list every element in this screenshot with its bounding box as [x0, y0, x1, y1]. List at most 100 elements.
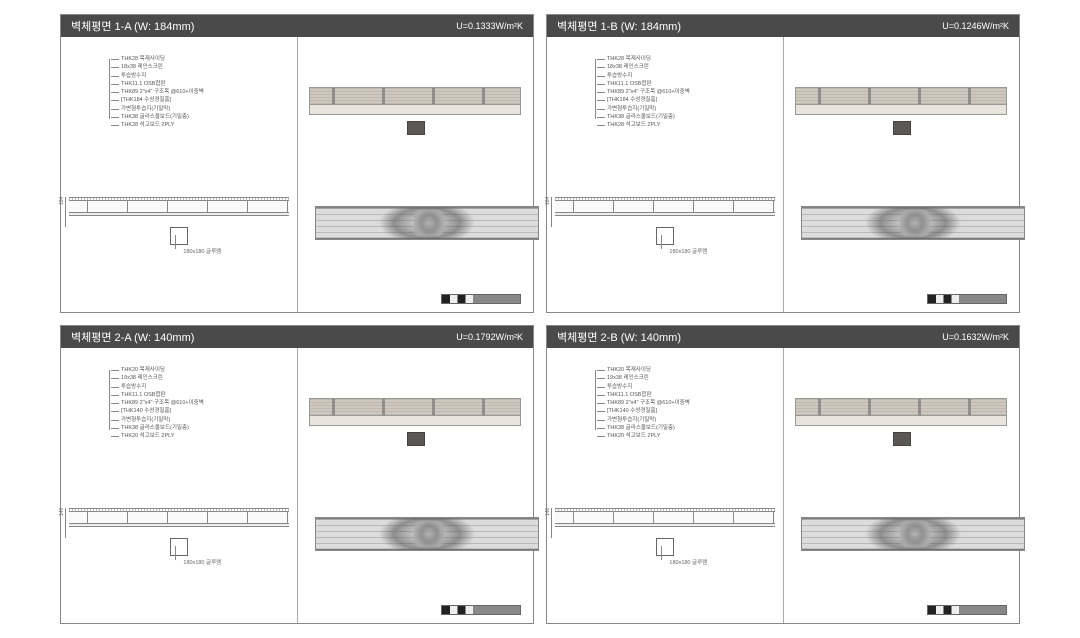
dimension-line [65, 508, 66, 538]
render-section [309, 87, 521, 121]
render-block [893, 121, 911, 135]
callout-item: 가변형투습지(기밀막) [597, 105, 690, 113]
render-thermograph [315, 206, 539, 240]
panel-1a-render [297, 37, 533, 312]
glulam-block [656, 227, 674, 245]
callout-item: THK20 목재사이딩 [111, 366, 204, 374]
panel-2b-drawing: THK20 목재사이딩 19x38 레인스크린 투습방수지 THK11.1 OS… [547, 348, 783, 623]
section-drawing: 180x180 글루램 [555, 508, 775, 538]
panel-2a-render [297, 348, 533, 623]
dimension-label: 184 [59, 196, 65, 204]
render-section [309, 398, 521, 432]
panel-1a: 벽체평면 1-A (W: 184mm) U=0.1333W/m²K THK28 … [60, 14, 534, 313]
panel-1a-uvalue: U=0.1333W/m²K [456, 21, 523, 31]
glulam-block-label: 180x180 글루램 [183, 558, 221, 566]
panel-1b-body: THK28 목재사이딩 18x38 레인스크린 투습방수지 THK11.1 OS… [547, 37, 1019, 312]
callout-item: THK38 글라스울보드(기밀층) [111, 424, 204, 432]
panel-1b-materials: THK28 목재사이딩 18x38 레인스크린 투습방수지 THK11.1 OS… [597, 55, 690, 129]
panel-2b: 벽체평면 2-B (W: 140mm) U=0.1632W/m²K THK20 … [546, 325, 1020, 624]
callout-item: THK11.1 OSB합판 [111, 391, 204, 399]
scale-bar [927, 294, 1007, 304]
callout-item: [THK140 수성경질홈] [597, 407, 690, 415]
panel-2b-materials: THK20 목재사이딩 19x38 레인스크린 투습방수지 THK11.1 OS… [597, 366, 690, 440]
panel-2a-uvalue: U=0.1792W/m²K [456, 332, 523, 342]
panel-1b-header: 벽체평면 1-B (W: 184mm) U=0.1246W/m²K [547, 15, 1019, 37]
panel-2a-drawing: THK20 목재사이딩 19x38 레인스크린 투습방수지 THK11.1 OS… [61, 348, 297, 623]
callout-item: 투습방수지 [111, 383, 204, 391]
panel-2b-render [783, 348, 1019, 623]
render-block [407, 121, 425, 135]
panel-2b-body: THK20 목재사이딩 19x38 레인스크린 투습방수지 THK11.1 OS… [547, 348, 1019, 623]
callout-item: THK38 글라스울보드(기밀층) [597, 424, 690, 432]
panel-1b-render [783, 37, 1019, 312]
callout-item: [THK184 수성경질홈] [597, 96, 690, 104]
callout-item: THK89 2"x4" 구조목 @610+이중벽 [111, 399, 204, 407]
panel-1a-body: THK28 목재사이딩 18x38 레인스크린 투습방수지 THK11.1 OS… [61, 37, 533, 312]
panel-2b-header: 벽체평면 2-B (W: 140mm) U=0.1632W/m²K [547, 326, 1019, 348]
callout-item: 투습방수지 [597, 72, 690, 80]
panel-1a-materials: THK28 목재사이딩 18x38 레인스크린 투습방수지 THK11.1 OS… [111, 55, 204, 129]
callout-item: 18x38 레인스크린 [111, 63, 204, 71]
panel-1b: 벽체평면 1-B (W: 184mm) U=0.1246W/m²K THK28 … [546, 14, 1020, 313]
panel-1a-header: 벽체평면 1-A (W: 184mm) U=0.1333W/m²K [61, 15, 533, 37]
dimension-label: 184 [545, 196, 551, 204]
dimension-label: 140 [59, 507, 65, 515]
panel-1b-title: 벽체평면 1-B (W: 184mm) [557, 18, 681, 34]
render-thermograph [801, 517, 1025, 551]
glulam-block [170, 227, 188, 245]
callout-item: [THK184 수성경질홈] [111, 96, 204, 104]
scale-bar [441, 294, 521, 304]
callout-item: 투습방수지 [597, 383, 690, 391]
render-section [795, 398, 1007, 432]
glulam-block-label: 180x180 글루램 [669, 558, 707, 566]
panel-2a-header: 벽체평면 2-A (W: 140mm) U=0.1792W/m²K [61, 326, 533, 348]
panel-1b-drawing: THK28 목재사이딩 18x38 레인스크린 투습방수지 THK11.1 OS… [547, 37, 783, 312]
section-drawing: 180x180 글루램 [69, 197, 289, 227]
callout-item: THK28 석고보드 2PLY [111, 121, 204, 129]
callout-item: THK38 글라스울보드(기밀층) [597, 113, 690, 121]
dimension-label: 140 [545, 507, 551, 515]
callout-item: THK38 글라스울보드(기밀층) [111, 113, 204, 121]
callout-item: THK20 석고보드 2PLY [111, 432, 204, 440]
callout-item: THK11.1 OSB합판 [111, 80, 204, 88]
dimension-line [551, 197, 552, 227]
callout-item: 19x38 레인스크린 [597, 374, 690, 382]
panel-2a-body: THK20 목재사이딩 19x38 레인스크린 투습방수지 THK11.1 OS… [61, 348, 533, 623]
glulam-block [170, 538, 188, 556]
callout-item: THK20 목재사이딩 [597, 366, 690, 374]
dimension-line [65, 197, 66, 227]
panel-1a-drawing: THK28 목재사이딩 18x38 레인스크린 투습방수지 THK11.1 OS… [61, 37, 297, 312]
render-block [407, 432, 425, 446]
glulam-block-label: 180x180 글루램 [669, 247, 707, 255]
callout-item: THK28 목재사이딩 [111, 55, 204, 63]
callout-item: 19x38 레인스크린 [111, 374, 204, 382]
section-drawing: 180x180 글루램 [69, 508, 289, 538]
panel-2a: 벽체평면 2-A (W: 140mm) U=0.1792W/m²K THK20 … [60, 325, 534, 624]
callout-item: 가변형투습지(기밀막) [597, 416, 690, 424]
render-section [795, 87, 1007, 121]
callout-item: THK11.1 OSB합판 [597, 391, 690, 399]
callout-item: THK89 2"x4" 구조목 @610+이중벽 [597, 88, 690, 96]
callout-item: THK89 2"x4" 구조목 @610+이중벽 [111, 88, 204, 96]
panel-2a-title: 벽체평면 2-A (W: 140mm) [71, 329, 194, 345]
glulam-block [656, 538, 674, 556]
callout-item: THK89 2"x4" 구조목 @610+이중벽 [597, 399, 690, 407]
render-thermograph [315, 517, 539, 551]
panel-2a-materials: THK20 목재사이딩 19x38 레인스크린 투습방수지 THK11.1 OS… [111, 366, 204, 440]
panel-grid: 벽체평면 1-A (W: 184mm) U=0.1333W/m²K THK28 … [60, 14, 1020, 624]
glulam-block-label: 180x180 글루램 [183, 247, 221, 255]
callout-item: 18x38 레인스크린 [597, 63, 690, 71]
callout-item: 투습방수지 [111, 72, 204, 80]
callout-item: 가변형투습지(기밀막) [111, 105, 204, 113]
dimension-line [551, 508, 552, 538]
panel-2b-uvalue: U=0.1632W/m²K [942, 332, 1009, 342]
callout-item: THK11.1 OSB합판 [597, 80, 690, 88]
panel-1b-uvalue: U=0.1246W/m²K [942, 21, 1009, 31]
render-thermograph [801, 206, 1025, 240]
callout-item: THK28 목재사이딩 [597, 55, 690, 63]
scale-bar [927, 605, 1007, 615]
callout-item: 가변형투습지(기밀막) [111, 416, 204, 424]
callout-item: [THK140 수성경질홈] [111, 407, 204, 415]
panel-2b-title: 벽체평면 2-B (W: 140mm) [557, 329, 681, 345]
callout-item: THK28 석고보드 2PLY [597, 121, 690, 129]
